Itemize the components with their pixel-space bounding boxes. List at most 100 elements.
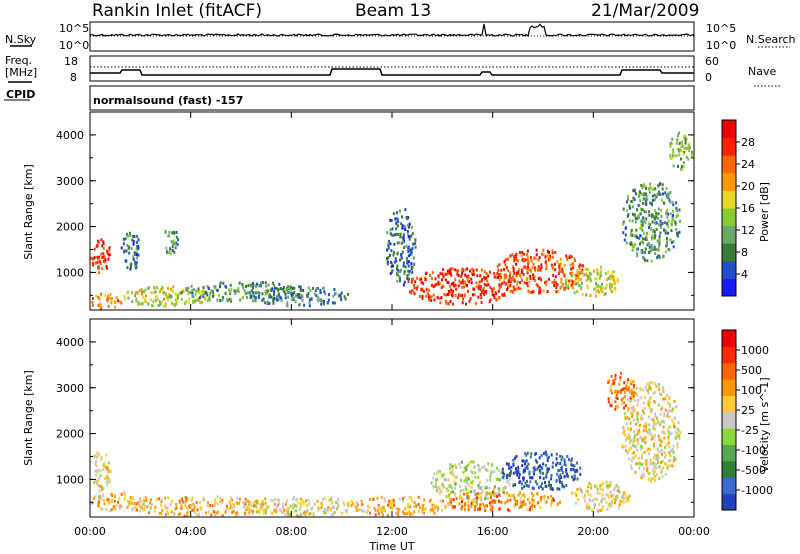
echo-cell [673, 424, 675, 428]
echo-cell [93, 497, 95, 501]
echo-cell [149, 506, 152, 510]
echo-cell [520, 268, 523, 272]
echo-cell [576, 281, 579, 285]
echo-cell [205, 291, 207, 295]
echo-cell [490, 471, 492, 475]
echo-cell [427, 288, 430, 292]
echo-cell [505, 274, 508, 278]
echo-cell [472, 273, 474, 277]
echo-cell [551, 487, 554, 491]
echo-cell [563, 462, 566, 466]
echo-cell [433, 298, 436, 302]
echo-cell [646, 231, 648, 235]
echo-cell [504, 282, 507, 286]
echo-cell [232, 502, 235, 506]
velocity-panel-frame [89, 318, 695, 518]
echo-cell [454, 278, 457, 282]
echo-cell [551, 280, 554, 284]
echo-cell [102, 252, 105, 255]
echo-cell [229, 283, 232, 287]
echo-cell [267, 289, 270, 293]
echo-cell [491, 288, 494, 292]
echo-cell [561, 485, 564, 489]
echo-cell [532, 487, 535, 491]
echo-cell [611, 391, 613, 395]
echo-cell [559, 454, 562, 458]
x-axis: 00:00 04:00 08:00 12:00 16:00 20:00 00:00 [74, 112, 710, 538]
echo-cell [195, 513, 198, 517]
echo-cell [248, 501, 251, 505]
echo-cell [444, 504, 447, 508]
echo-cell [599, 484, 602, 488]
echo-cell [623, 390, 626, 394]
nave-tick-bottom: 0 [705, 71, 712, 84]
echo-cell [158, 497, 161, 501]
echo-cell [327, 301, 330, 305]
echo-cell [399, 232, 402, 236]
echo-cell [626, 214, 629, 218]
echo-cell [621, 443, 624, 447]
echo-cell [636, 438, 639, 442]
echo-cell [195, 298, 198, 302]
echo-cell [661, 187, 664, 191]
echo-cell [433, 511, 436, 515]
echo-cell [620, 371, 622, 375]
echo-cell [517, 286, 520, 290]
echo-cell [440, 296, 443, 299]
echo-cell [672, 240, 675, 243]
echo-cell [664, 408, 667, 412]
echo-cell [657, 403, 660, 407]
echo-cell [471, 479, 474, 483]
echo-cell [585, 293, 588, 297]
echo-cell [570, 459, 573, 463]
echo-cell [680, 144, 683, 148]
echo-cell [460, 274, 463, 278]
echo-cell [671, 154, 674, 157]
echo-cell [139, 500, 142, 504]
echo-cell [395, 259, 398, 263]
echo-cell [581, 268, 584, 272]
echo-cell [360, 499, 363, 503]
echo-cell [137, 238, 140, 242]
echo-cell [673, 399, 676, 403]
echo-cell [242, 286, 245, 290]
echo-cell [150, 498, 152, 502]
echo-cell [149, 298, 152, 302]
echo-cell [538, 286, 541, 290]
echo-cell [652, 418, 655, 422]
echo-cell [636, 432, 639, 436]
echo-cell [609, 490, 612, 494]
echo-cell [544, 255, 547, 259]
echo-cell [596, 497, 599, 501]
echo-cell [407, 264, 410, 268]
echo-cell [652, 187, 655, 191]
noise-tick-right-top: 10^5 [706, 22, 736, 35]
echo-cell [580, 281, 583, 285]
echo-cell [402, 240, 405, 244]
echo-cell [650, 477, 653, 481]
echo-cell [445, 495, 448, 499]
x-tick-label: 16:00 [477, 525, 509, 538]
echo-cell [648, 190, 651, 194]
echo-cell [441, 284, 444, 288]
echo-cell [622, 401, 625, 405]
echo-cell [131, 508, 134, 511]
echo-cell [512, 266, 515, 270]
echo-cell [487, 462, 490, 466]
echo-cell [476, 498, 479, 502]
echo-cell [468, 461, 471, 465]
echo-cell [622, 497, 625, 501]
echo-cell [93, 454, 96, 458]
echo-cell [345, 509, 347, 513]
echo-cell [132, 235, 135, 238]
echo-cell [562, 282, 564, 286]
echo-cell [447, 272, 450, 276]
echo-cell [233, 505, 236, 509]
echo-cell [639, 191, 642, 195]
echo-cell [473, 471, 476, 475]
echo-cell [636, 403, 639, 407]
echo-cell [546, 459, 549, 463]
echo-cell [607, 504, 610, 508]
echo-cell [144, 288, 147, 292]
echo-cell [670, 229, 673, 232]
